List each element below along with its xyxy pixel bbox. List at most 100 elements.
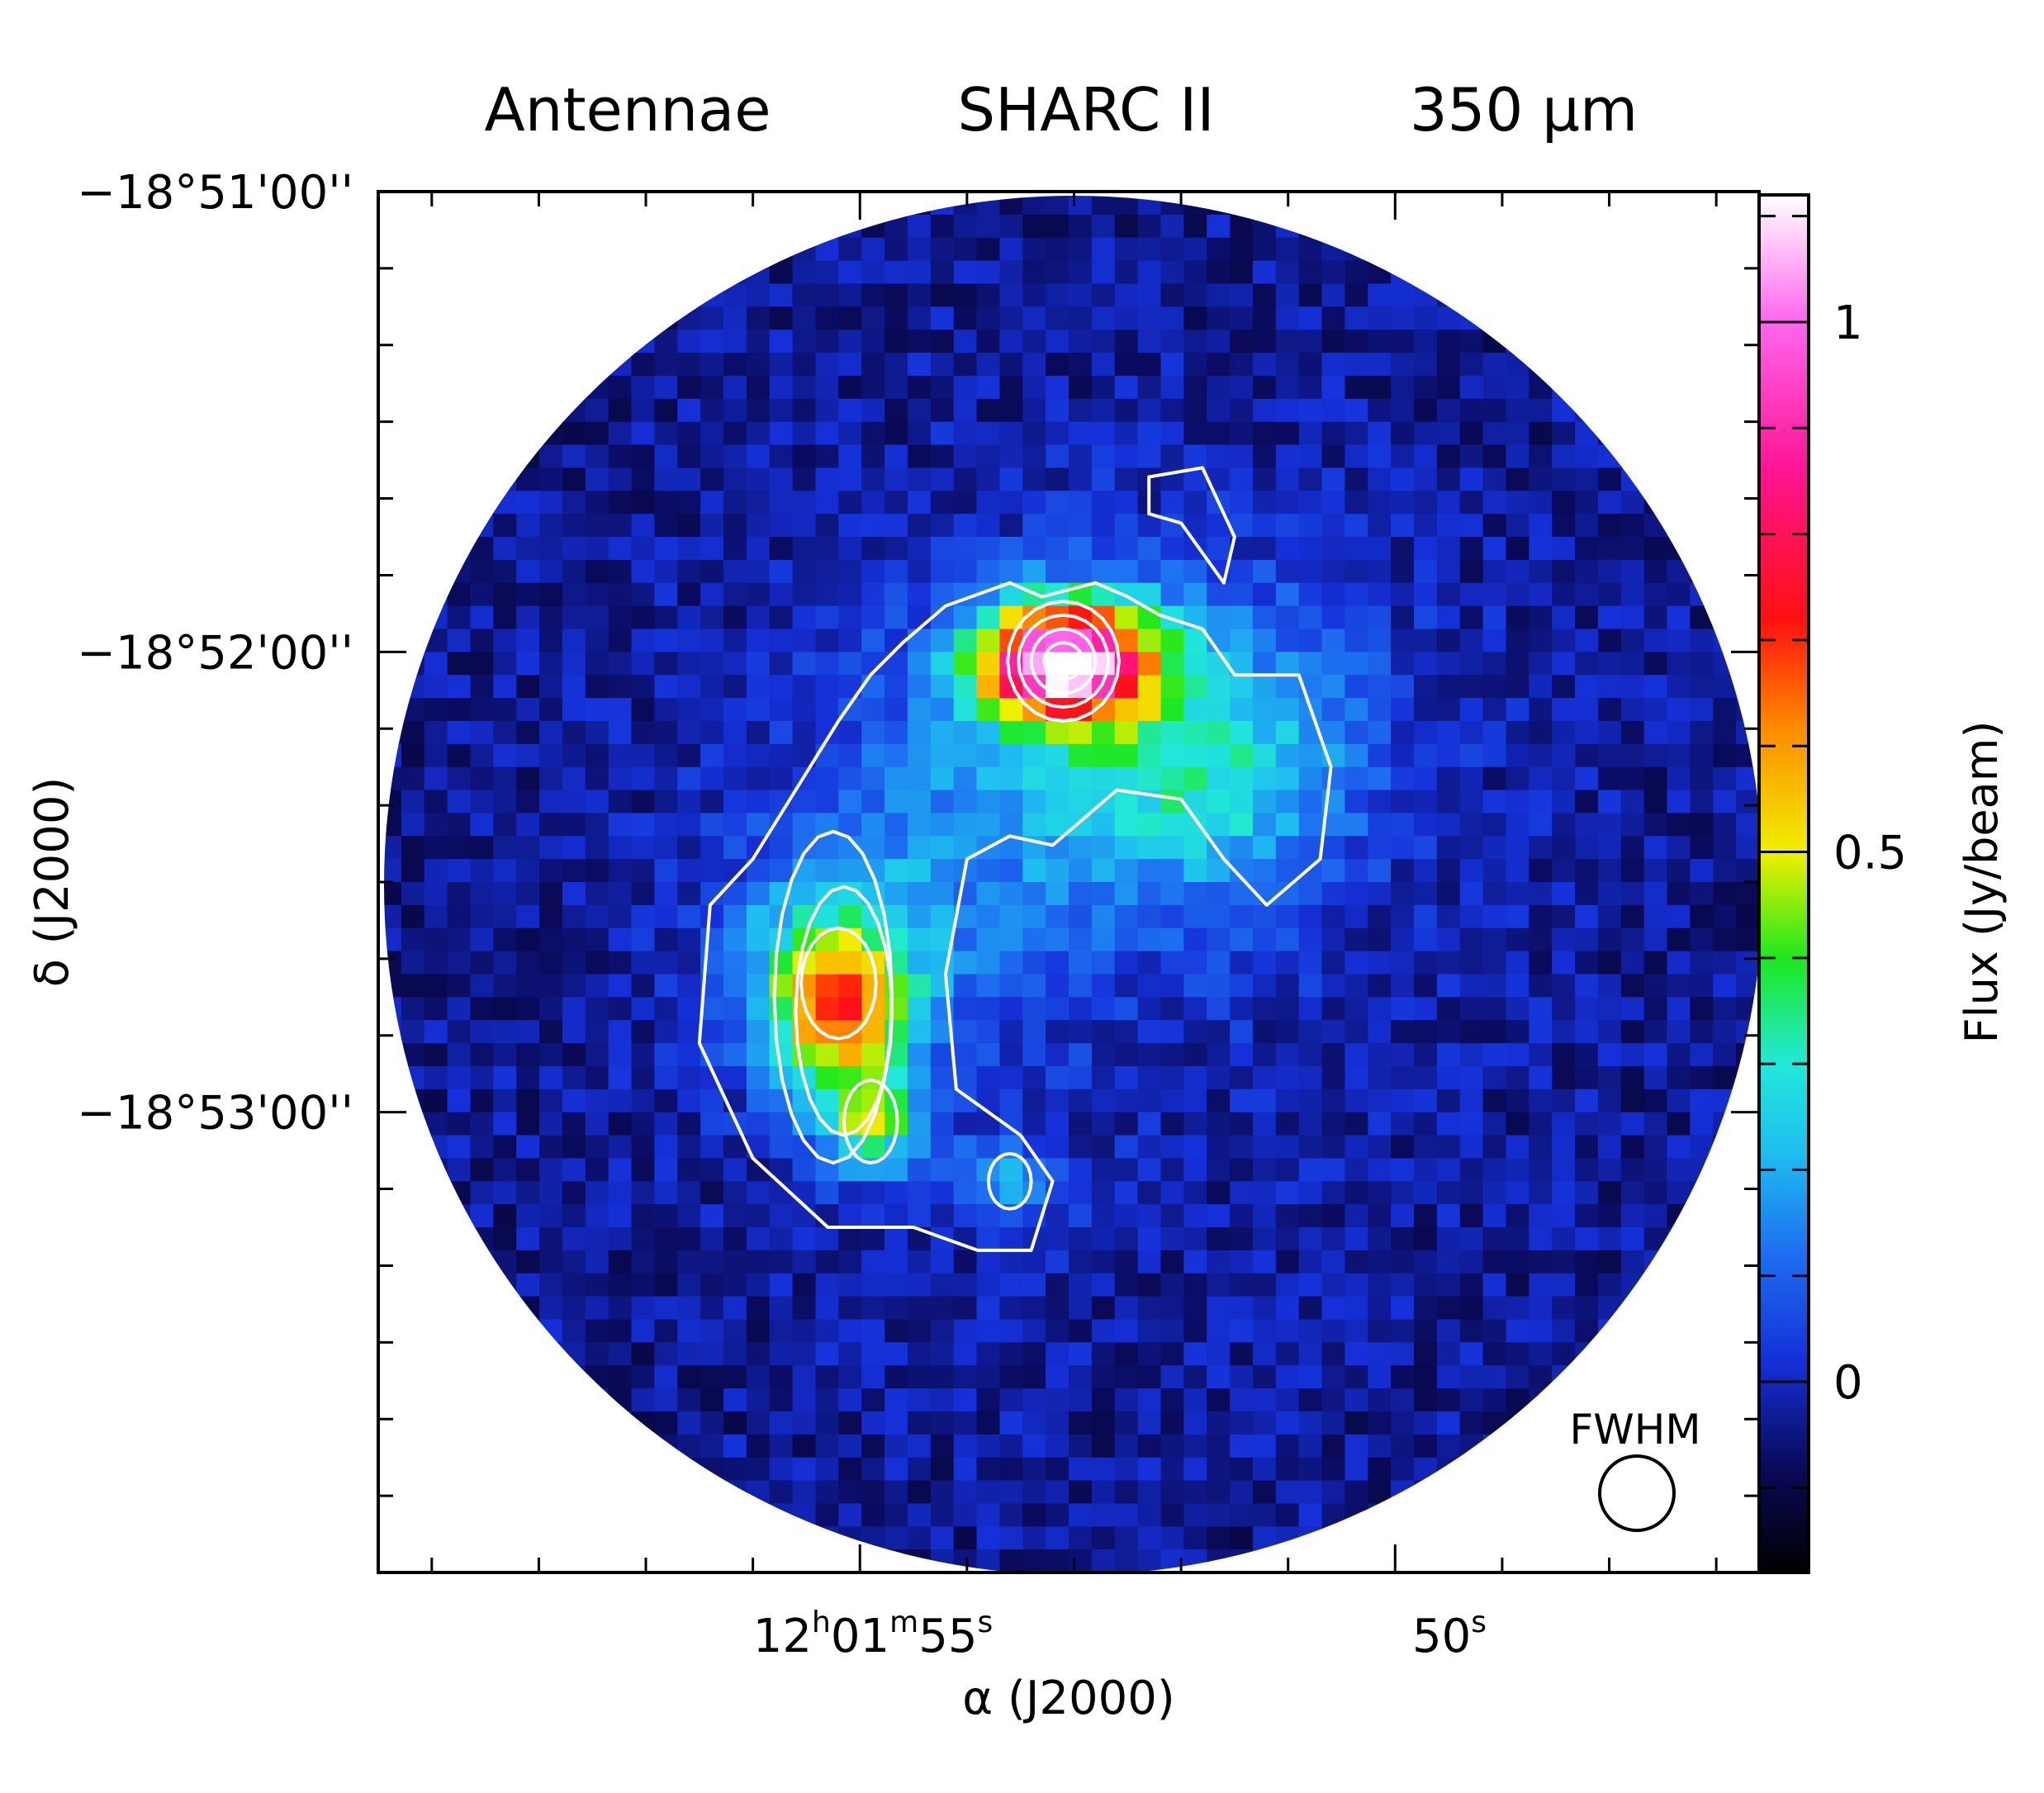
flux-pixel bbox=[1414, 1227, 1438, 1251]
flux-pixel bbox=[1114, 766, 1139, 791]
flux-pixel bbox=[999, 1365, 1023, 1389]
flux-pixel bbox=[1160, 951, 1184, 975]
flux-pixel bbox=[1436, 997, 1461, 1021]
flux-pixel bbox=[1482, 1158, 1507, 1182]
flux-pixel bbox=[677, 766, 701, 791]
flux-pixel bbox=[1046, 766, 1069, 791]
flux-pixel bbox=[700, 330, 724, 353]
flux-pixel bbox=[631, 1043, 655, 1067]
flux-pixel bbox=[1368, 1296, 1392, 1321]
flux-pixel bbox=[700, 813, 724, 837]
flux-pixel bbox=[1298, 330, 1323, 353]
flux-pixel bbox=[838, 1365, 862, 1389]
flux-pixel bbox=[1091, 1457, 1116, 1482]
flux-pixel bbox=[654, 1043, 678, 1067]
flux-pixel bbox=[884, 467, 908, 491]
flux-pixel bbox=[700, 766, 724, 791]
flux-pixel bbox=[1022, 1250, 1046, 1274]
flux-pixel bbox=[1069, 882, 1093, 906]
contour-south-knot bbox=[842, 1078, 899, 1165]
flux-pixel bbox=[516, 628, 540, 652]
flux-pixel bbox=[1046, 1319, 1069, 1343]
flux-pixel bbox=[1529, 1296, 1553, 1321]
flux-pixel bbox=[1713, 766, 1737, 791]
flux-pixel bbox=[631, 790, 655, 813]
flux-pixel bbox=[746, 1089, 771, 1113]
flux-pixel bbox=[470, 859, 494, 883]
flux-pixel bbox=[1252, 1319, 1277, 1343]
flux-pixel bbox=[861, 974, 885, 998]
flux-pixel bbox=[1046, 260, 1069, 285]
flux-pixel bbox=[976, 974, 1000, 998]
flux-pixel bbox=[539, 1135, 563, 1159]
flux-pixel bbox=[1620, 1065, 1645, 1090]
flux-pixel bbox=[700, 467, 724, 491]
flux-pixel bbox=[1344, 698, 1368, 722]
flux-pixel bbox=[608, 1250, 633, 1274]
title-object: Antennae bbox=[484, 75, 771, 145]
flux-pixel bbox=[539, 927, 563, 952]
flux-pixel bbox=[1459, 1043, 1484, 1067]
flux-pixel bbox=[1207, 1457, 1231, 1482]
flux-pixel bbox=[1321, 1365, 1345, 1389]
flux-pixel bbox=[1597, 743, 1622, 768]
flux-pixel bbox=[1046, 1204, 1069, 1228]
flux-pixel bbox=[746, 1250, 771, 1274]
flux-pixel bbox=[792, 1388, 817, 1412]
flux-pixel bbox=[1391, 743, 1415, 768]
flux-pixel bbox=[608, 1065, 633, 1090]
flux-pixel bbox=[907, 306, 932, 330]
colorbar-tick-label: 0.5 bbox=[1833, 827, 1907, 880]
flux-pixel bbox=[1046, 537, 1069, 561]
flux-pixel bbox=[608, 1204, 633, 1228]
flux-pixel bbox=[1160, 421, 1184, 446]
flux-pixel bbox=[1321, 1204, 1345, 1228]
flux-pixel bbox=[1713, 951, 1737, 975]
flux-pixel bbox=[884, 904, 908, 929]
flux-pixel bbox=[1368, 882, 1392, 906]
flux-pixel bbox=[999, 260, 1023, 285]
flux-pixel bbox=[516, 743, 540, 768]
flux-pixel bbox=[1690, 904, 1714, 929]
flux-pixel bbox=[838, 491, 862, 515]
flux-pixel bbox=[1230, 260, 1254, 285]
flux-pixel bbox=[470, 836, 494, 860]
flux-pixel bbox=[1298, 537, 1323, 561]
flux-pixel bbox=[1230, 904, 1254, 929]
flux-pixel bbox=[976, 1526, 1000, 1550]
flux-pixel bbox=[1321, 1296, 1345, 1321]
flux-pixel bbox=[930, 859, 955, 883]
flux-pixel bbox=[1620, 582, 1645, 607]
flux-pixel bbox=[1552, 1065, 1576, 1090]
flux-pixel bbox=[677, 836, 701, 860]
flux-pixel bbox=[1091, 283, 1116, 307]
flux-pixel bbox=[1183, 1250, 1207, 1274]
flux-pixel bbox=[539, 882, 563, 906]
flux-pixel bbox=[1022, 1020, 1046, 1044]
flux-pixel bbox=[861, 1181, 885, 1205]
flux-pixel bbox=[907, 927, 932, 952]
flux-pixel bbox=[792, 1434, 817, 1459]
flux-pixel bbox=[746, 444, 771, 468]
flux-pixel bbox=[907, 974, 932, 998]
flux-pixel bbox=[1597, 951, 1622, 975]
flux-pixel bbox=[631, 514, 655, 538]
flux-pixel bbox=[1207, 283, 1231, 307]
flux-pixel bbox=[1414, 927, 1438, 952]
flux-pixel bbox=[769, 537, 794, 561]
flux-pixel bbox=[1252, 1020, 1277, 1044]
frame-ticks bbox=[378, 190, 1759, 1574]
flux-pixel bbox=[1275, 1365, 1300, 1389]
flux-pixel bbox=[1137, 1319, 1162, 1343]
flux-pixel bbox=[516, 514, 540, 538]
flux-pixel bbox=[1620, 859, 1645, 883]
flux-pixel bbox=[1160, 1112, 1184, 1136]
flux-pixel bbox=[861, 330, 885, 353]
flux-pixel bbox=[1459, 1181, 1484, 1205]
flux-pixel bbox=[1597, 836, 1622, 860]
flux-pixel bbox=[654, 353, 678, 377]
flux-pixel bbox=[1114, 330, 1139, 353]
flux-pixel bbox=[1506, 1365, 1529, 1389]
flux-pixel bbox=[861, 836, 885, 860]
flux-pixel bbox=[1552, 467, 1576, 491]
